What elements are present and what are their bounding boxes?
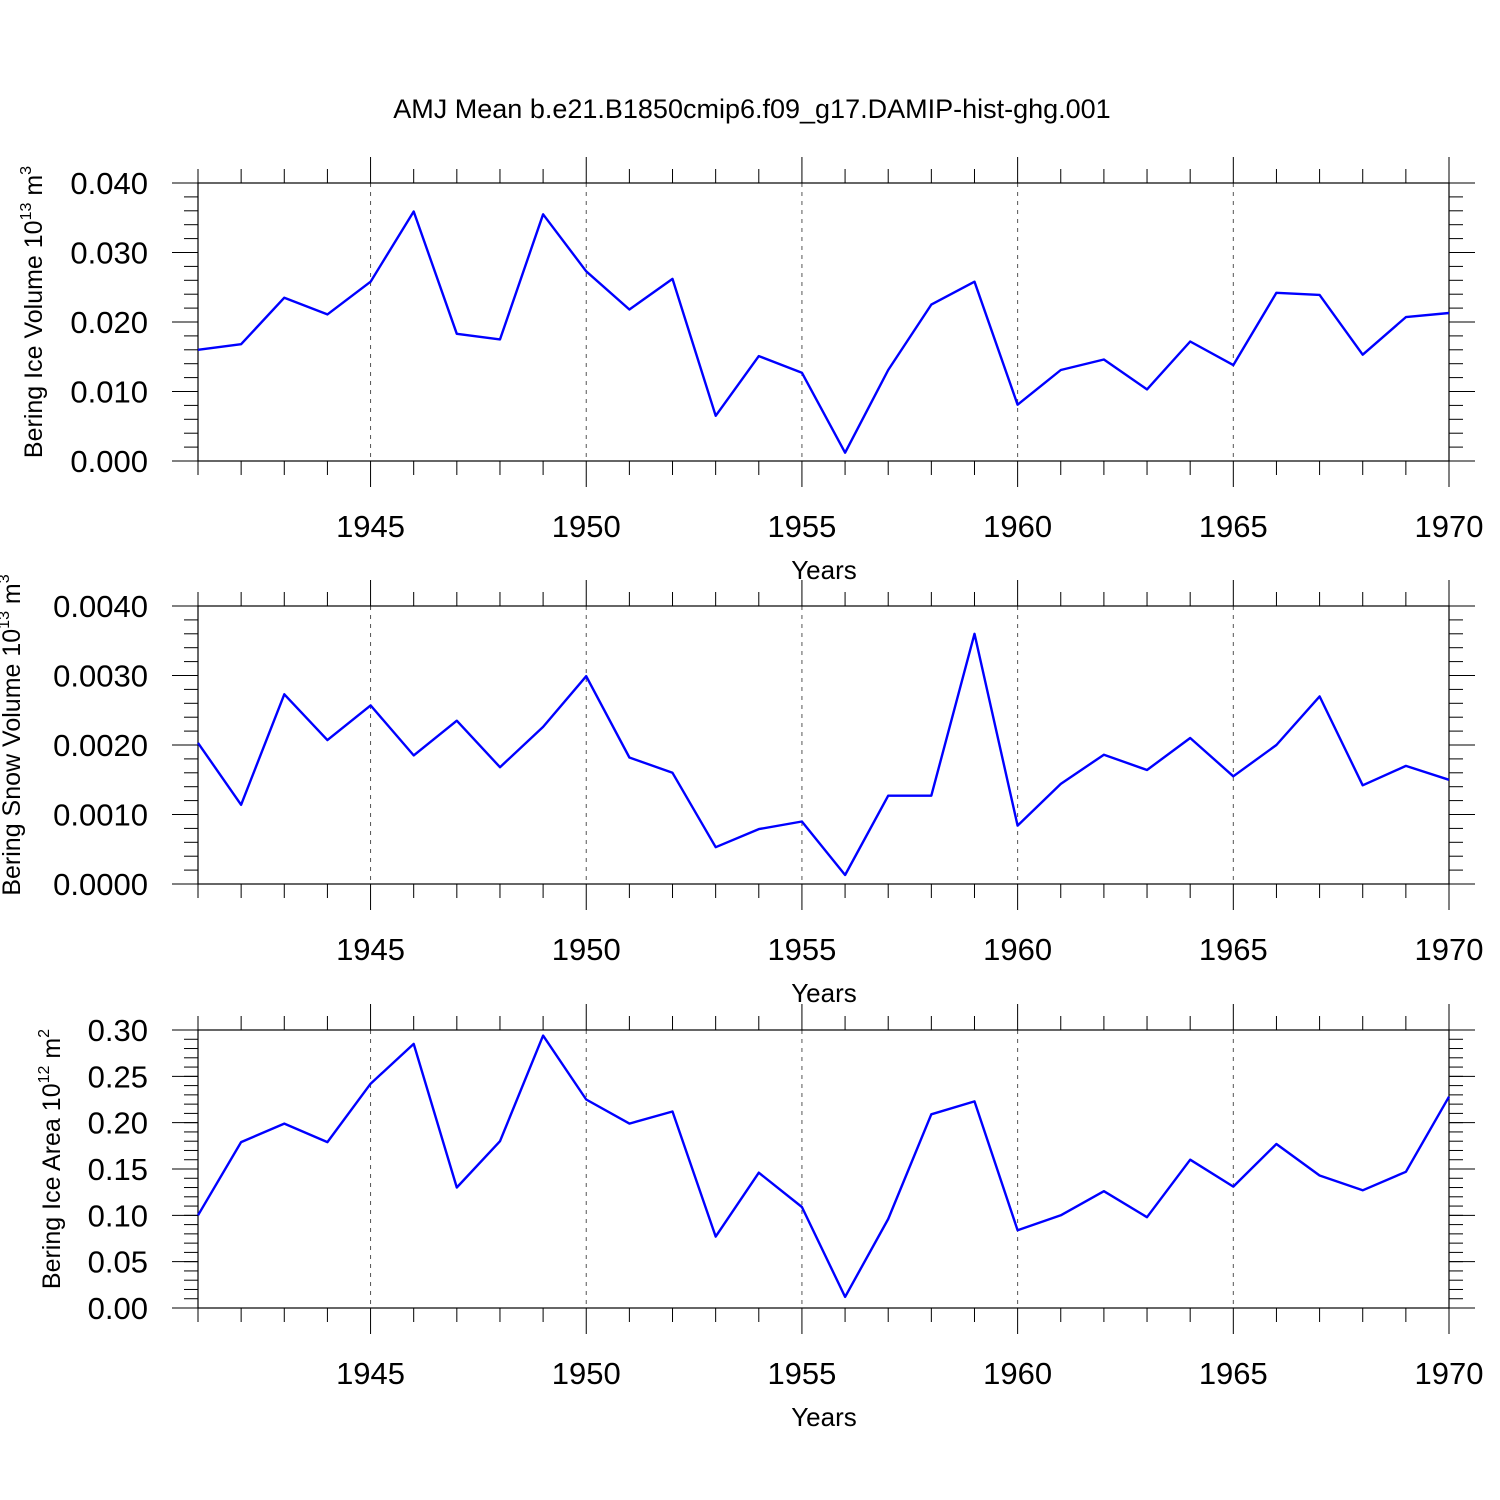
y-tick-label: 0.0020 (53, 728, 148, 763)
y-tick-label: 0.00 (88, 1291, 148, 1326)
x-tick-label: 1960 (983, 932, 1052, 967)
x-tick-label: 1965 (1199, 509, 1268, 544)
x-axis-label: Years (791, 555, 857, 585)
x-tick-label: 1955 (767, 509, 836, 544)
y-tick-label: 0.0030 (53, 659, 148, 694)
x-axis-label: Years (791, 978, 857, 1008)
x-tick-label: 1965 (1199, 932, 1268, 967)
y-tick-label: 0.10 (88, 1198, 148, 1233)
x-tick-label: 1970 (1415, 509, 1484, 544)
data-line (196, 1034, 1451, 1299)
plot-frame (197, 605, 1450, 885)
y-tick-label: 0.0000 (53, 867, 148, 902)
y-tick-label: 0.040 (70, 166, 148, 201)
x-tick-label: 1970 (1415, 1356, 1484, 1391)
x-tick-label: 1950 (552, 509, 621, 544)
x-tick-label: 1945 (336, 1356, 405, 1391)
x-tick-label: 1955 (767, 1356, 836, 1391)
y-tick-label: 0.010 (70, 375, 148, 410)
y-tick-label: 0.25 (88, 1059, 148, 1094)
y-tick-label: 0.15 (88, 1152, 148, 1187)
y-tick-label: 0.020 (70, 305, 148, 340)
y-axis-label: Bering Ice Area 1012 m2 (36, 1029, 66, 1289)
y-axis-label: Bering Ice Volume 1013 m3 (18, 166, 48, 458)
y-tick-label: 0.30 (88, 1013, 148, 1048)
y-tick-label: 0.0010 (53, 798, 148, 833)
figure-title: AMJ Mean b.e21.B1850cmip6.f09_g17.DAMIP-… (393, 94, 1110, 124)
y-tick-label: 0.05 (88, 1245, 148, 1280)
plot-frame (197, 182, 1450, 462)
data-line (197, 210, 1450, 454)
x-tick-label: 1955 (767, 932, 836, 967)
x-tick-label: 1970 (1415, 932, 1484, 967)
x-axis-label: Years (791, 1402, 857, 1432)
y-axis-label: Bering Snow Volume 1013 m3 (0, 574, 26, 895)
panel-2: 1945 1950 1955 1960 1965 1970 0.0000 0.0010 0.00… (0, 574, 1483, 1008)
y-tick-label: 0.030 (70, 236, 148, 271)
x-tick-label: 1950 (552, 1356, 621, 1391)
panel-3: 1945 1950 1955 1960 1965 1970 0.00 0.05 0.10 0.15… (36, 1004, 1483, 1432)
x-tick-label: 1950 (552, 932, 621, 967)
panel-1: 1945 1950 1955 1960 1965 1970 0.000 0.010 0.020 0… (18, 157, 1483, 585)
y-tick-label: 0.20 (88, 1106, 148, 1141)
x-tick-label: 1945 (336, 509, 405, 544)
data-line (197, 632, 1450, 877)
x-tick-label: 1945 (336, 932, 405, 967)
y-tick-label: 0.0040 (53, 589, 148, 624)
x-tick-label: 1960 (983, 1356, 1052, 1391)
plot-frame (197, 1029, 1450, 1309)
x-tick-label: 1965 (1199, 1356, 1268, 1391)
x-tick-label: 1960 (983, 509, 1052, 544)
y-tick-label: 0.000 (70, 444, 148, 479)
